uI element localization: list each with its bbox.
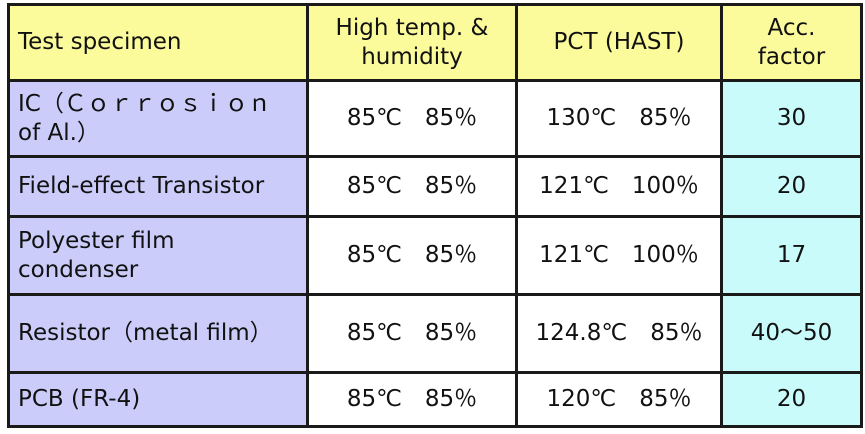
pct-hast-cell: 130℃ 85％	[515, 79, 723, 158]
table-row: Field-effect Transistor 85℃ 85％ 121℃ 100…	[7, 155, 863, 218]
high-temp-humidity-cell: 85℃ 85％	[306, 371, 518, 428]
pct-hast-cell: 121℃ 100％	[515, 155, 723, 218]
high-temp-humidity-cell: 85℃ 85％	[306, 79, 518, 158]
acc-factor-cell: 20	[720, 155, 863, 218]
pct-hast-cell: 121℃ 100％	[515, 215, 723, 296]
acceleration-factor-table: Test specimen High temp. & humidity PCT …	[7, 3, 863, 428]
table-row: Polyester film condenser 85℃ 85％ 121℃ 10…	[7, 215, 863, 296]
header-row: Test specimen High temp. & humidity PCT …	[7, 3, 863, 82]
pct-hast-cell: 124.8℃ 85％	[515, 293, 723, 374]
acc-factor-cell: 20	[720, 371, 863, 428]
acc-factor-cell: 17	[720, 215, 863, 296]
header-high-temp-humidity: High temp. & humidity	[306, 3, 518, 82]
specimen-cell: PCB (FR-4)	[7, 371, 309, 428]
specimen-cell: Resistor（metal film）	[7, 293, 309, 374]
header-pct-hast: PCT (HAST)	[515, 3, 723, 82]
table-row: IC（Ｃｏｒｒｏｓｉｏｎ of Al.） 85℃ 85％ 130℃ 85％ 30	[7, 79, 863, 158]
header-acc-factor: Acc. factor	[720, 3, 863, 82]
pct-hast-cell: 120℃ 85％	[515, 371, 723, 428]
table-row: Resistor（metal film） 85℃ 85％ 124.8℃ 85％ …	[7, 293, 863, 374]
header-test-specimen: Test specimen	[7, 3, 309, 82]
high-temp-humidity-cell: 85℃ 85％	[306, 293, 518, 374]
high-temp-humidity-cell: 85℃ 85％	[306, 215, 518, 296]
high-temp-humidity-cell: 85℃ 85％	[306, 155, 518, 218]
specimen-cell: Polyester film condenser	[7, 215, 309, 296]
acc-factor-cell: 30	[720, 79, 863, 158]
specimen-cell: Field-effect Transistor	[7, 155, 309, 218]
specimen-cell: IC（Ｃｏｒｒｏｓｉｏｎ of Al.）	[7, 79, 309, 158]
table-row: PCB (FR-4) 85℃ 85％ 120℃ 85％ 20	[7, 371, 863, 428]
acc-factor-cell: 40～50	[720, 293, 863, 374]
